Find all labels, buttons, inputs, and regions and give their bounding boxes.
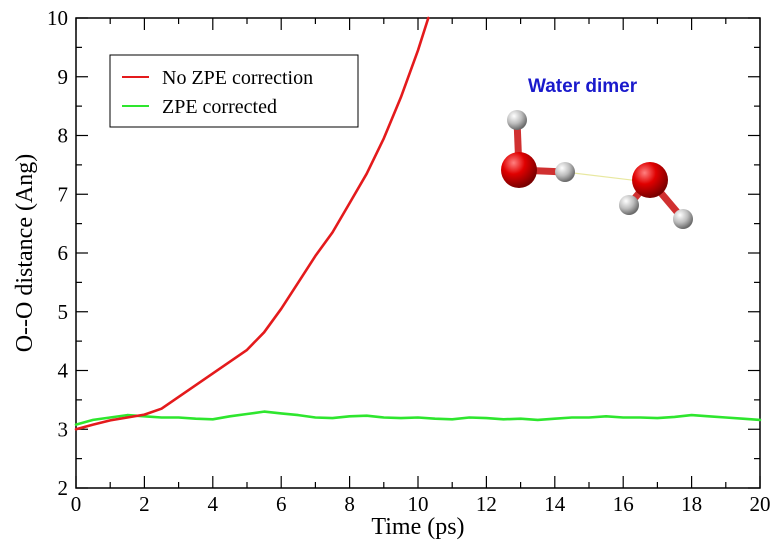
x-tick-label: 8 — [344, 492, 355, 516]
x-tick-label: 6 — [276, 492, 287, 516]
x-tick-label: 10 — [408, 492, 429, 516]
axis-ticks — [75, 17, 761, 489]
water-dimer-annotation: Water dimer — [528, 76, 638, 97]
oxygen-atom-left — [501, 152, 537, 188]
legend-box — [109, 54, 359, 128]
x-tick-label: 18 — [681, 492, 702, 516]
y-tick-label: 10 — [47, 6, 68, 30]
y-tick-label: 5 — [58, 300, 69, 324]
x-tick-label: 4 — [208, 492, 219, 516]
x-tick-label: 14 — [544, 492, 566, 516]
x-tick-label: 0 — [71, 492, 82, 516]
y-axis-title: O--O distance (Ang) — [12, 154, 38, 353]
hydrogen-atom-lower-right — [673, 209, 693, 229]
series-line-no-zpe-correction — [74, 16, 430, 431]
series-layer — [74, 16, 762, 431]
series-line-zpe-corrected — [74, 410, 762, 426]
x-tick-label: 20 — [750, 492, 771, 516]
y-tick-label: 2 — [58, 476, 69, 500]
x-axis-title: Time (ps) — [371, 514, 464, 540]
x-tick-label: 16 — [613, 492, 634, 516]
y-tick-label: 6 — [58, 241, 69, 265]
y-tick-label: 9 — [58, 65, 69, 89]
legend-label-zpe: ZPE corrected — [162, 96, 277, 118]
legend: No ZPE correction ZPE corrected — [109, 54, 359, 128]
y-tick-label: 4 — [58, 359, 69, 383]
legend-label-no-zpe: No ZPE correction — [162, 67, 313, 89]
y-tick-label: 8 — [58, 124, 69, 148]
y-tick-label: 3 — [58, 417, 69, 441]
water-dimer-molecule — [501, 110, 693, 229]
hydrogen-atom-top — [507, 110, 527, 130]
oxygen-atom-right — [632, 162, 668, 198]
hydrogen-atom-lower-left — [619, 195, 639, 215]
x-tick-label: 12 — [476, 492, 497, 516]
x-tick-label: 2 — [139, 492, 150, 516]
y-tick-label: 7 — [58, 182, 69, 206]
hydrogen-atom-bridge — [555, 162, 575, 182]
